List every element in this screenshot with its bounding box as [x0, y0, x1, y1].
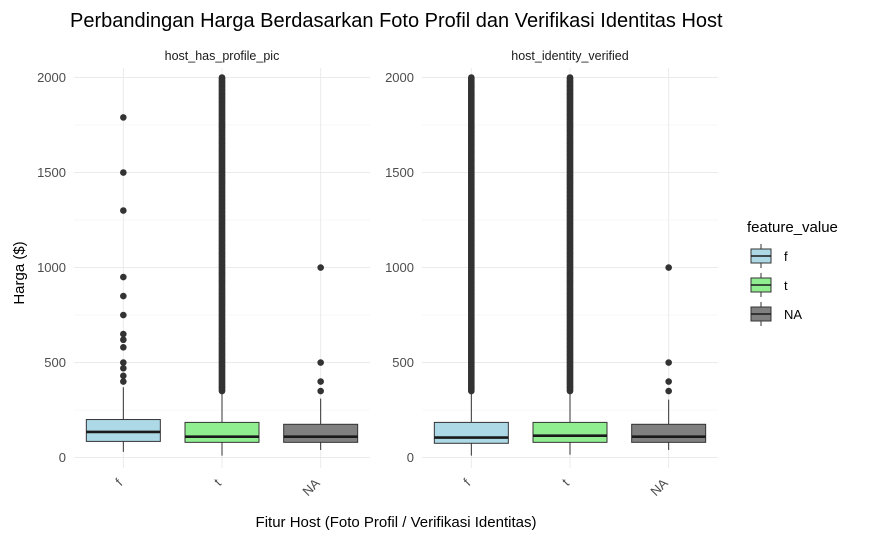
outlier-point	[120, 114, 127, 121]
legend-entry-t: t	[750, 273, 788, 297]
outlier-point	[120, 336, 127, 344]
outlier-point	[120, 372, 127, 380]
outlier-point	[120, 273, 127, 281]
box-body	[631, 423, 707, 443]
outlier-point	[120, 169, 127, 176]
outlier-point	[120, 364, 127, 372]
panel-strip-label: host_identity_verified	[511, 49, 628, 63]
y-tick-label: 0	[59, 450, 66, 465]
panel-strip-label: host_has_profile_pic	[165, 49, 280, 63]
x-tick-label: f	[112, 475, 125, 488]
y-tick-label: 500	[44, 355, 66, 370]
y-tick-label: 2000	[37, 70, 66, 85]
x-tick-label: t	[211, 475, 224, 488]
legend-label: t	[784, 278, 788, 293]
box-NA	[283, 264, 359, 450]
x-axis-title: Fitur Host (Foto Profil / Verifikasi Ide…	[256, 514, 537, 531]
outlier-point	[317, 387, 324, 395]
box-body	[85, 419, 161, 442]
outlier-point	[218, 74, 226, 81]
legend-title: feature_value	[747, 219, 838, 236]
legend-entry-f: f	[750, 244, 788, 268]
box-f	[433, 74, 509, 456]
outlier-point	[317, 359, 324, 366]
outlier-point	[120, 344, 127, 351]
box-body	[433, 421, 509, 444]
x-tick-label: NA	[647, 475, 671, 499]
x-tick-label: t	[559, 475, 572, 488]
box-t	[532, 74, 608, 455]
outlier-point	[317, 378, 324, 385]
outlier-point	[665, 387, 672, 395]
outlier-point	[120, 378, 127, 385]
y-tick-label: 500	[392, 355, 414, 370]
box-f	[85, 114, 161, 452]
outlier-point	[120, 292, 127, 300]
outlier-point	[120, 359, 127, 366]
box-body	[283, 423, 359, 443]
outlier-point	[120, 311, 127, 319]
y-tick-label: 1500	[37, 165, 66, 180]
x-tick-label: NA	[299, 475, 323, 499]
legend-entry-NA: NA	[750, 302, 802, 326]
y-tick-label: 1000	[37, 260, 66, 275]
outlier-point	[317, 264, 324, 271]
y-axis-title: Harga ($)	[11, 241, 28, 304]
outlier-point	[566, 74, 574, 81]
legend-label: NA	[784, 307, 802, 322]
y-tick-label: 2000	[385, 70, 414, 85]
outlier-point	[468, 74, 475, 81]
legend-label: f	[784, 249, 788, 264]
outlier-point	[120, 207, 127, 214]
box-body	[532, 421, 608, 443]
y-tick-label: 1000	[385, 260, 414, 275]
box-t	[184, 74, 260, 456]
y-tick-label: 0	[407, 450, 414, 465]
outlier-point	[665, 378, 672, 385]
y-tick-label: 1500	[385, 165, 414, 180]
outlier-point	[665, 359, 672, 366]
outlier-point	[120, 330, 127, 338]
x-tick-label: f	[460, 475, 473, 488]
outlier-point	[665, 264, 672, 271]
chart-title: Perbandingan Harga Berdasarkan Foto Prof…	[70, 10, 723, 32]
box-NA	[631, 264, 707, 450]
box-body	[184, 421, 260, 443]
